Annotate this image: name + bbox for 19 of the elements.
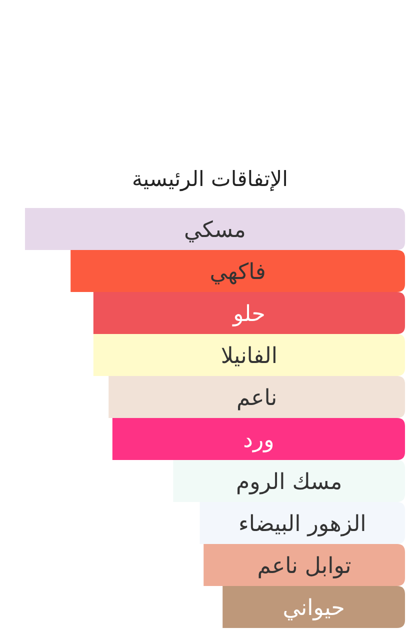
chart-title: الإتفاقات الرئيسية [132,167,288,192]
y-tick-label: مسك الروم [236,470,342,495]
bar [93,334,405,376]
y-tick-label: حيواني [282,596,345,621]
bar [108,376,405,418]
y-tick-label: الفانيلا [220,344,278,369]
bar [204,544,405,586]
bar [25,208,405,250]
y-tick-label: ورد [243,428,274,453]
bar [222,586,405,628]
bar [70,250,405,292]
y-tick-label: فاكهي [210,260,266,285]
y-tick-label: ناعم [236,386,278,411]
y-tick-label: مسكي [184,218,246,243]
y-tick-label: الزهور البيضاء [238,512,366,537]
bar [93,292,405,334]
y-tick-label: حلو [232,302,266,327]
bar [112,418,405,460]
y-tick-label: توابل ناعم [257,554,352,579]
